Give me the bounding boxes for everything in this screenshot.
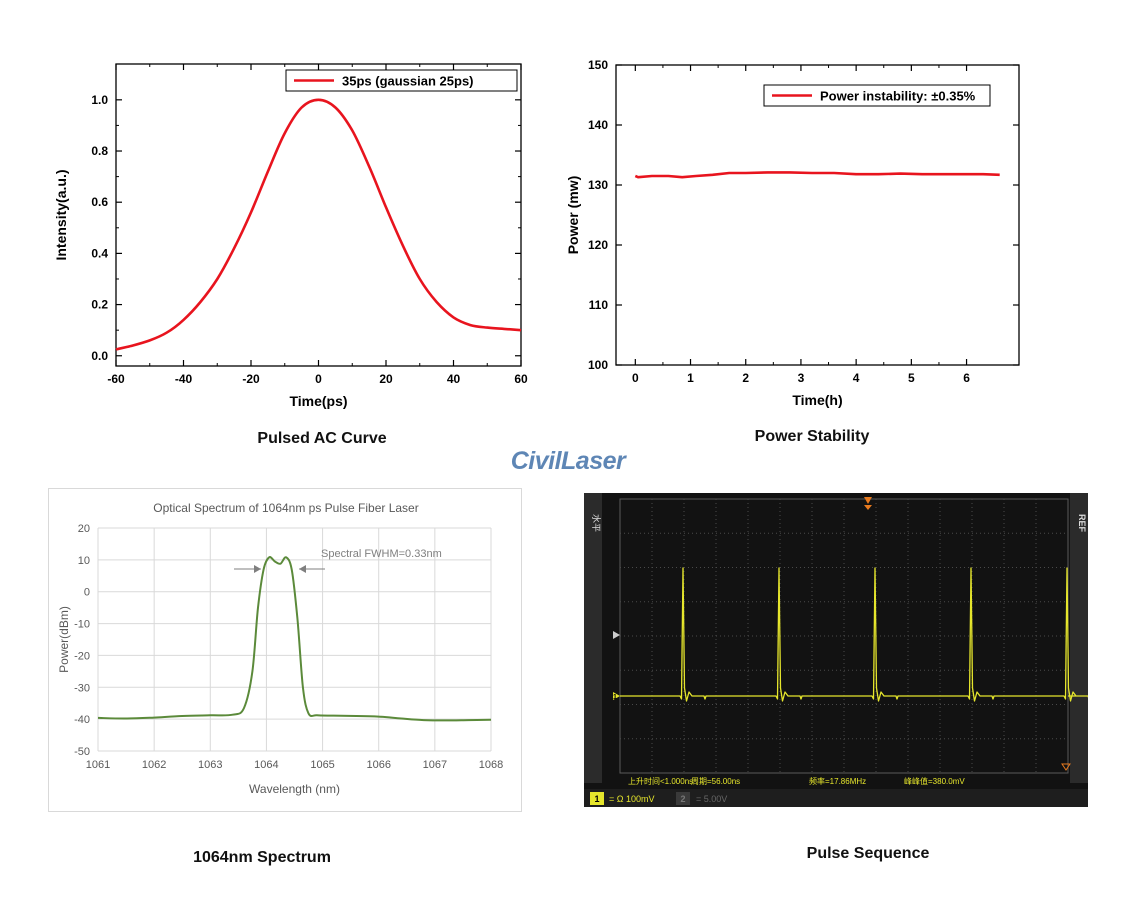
x-tick-label: 1067 — [423, 759, 447, 771]
caption-power: Power Stability — [754, 428, 870, 445]
measurement-readout: 周期=56.00ns — [691, 777, 740, 786]
x-tick-label: 20 — [379, 372, 393, 386]
ch2-badge — [676, 792, 690, 805]
spectrum-chart: Optical Spectrum of 1064nm ps Pulse Fibe… — [48, 488, 522, 812]
y-tick-label: 0 — [84, 587, 90, 599]
x-tick-label: -20 — [242, 372, 260, 386]
y-tick-label: 20 — [78, 523, 90, 535]
y-tick-label: -30 — [74, 682, 90, 694]
ch1-setting: = Ω 100mV — [609, 794, 655, 804]
x-axis-label: Wavelength (nm) — [249, 782, 340, 796]
x-tick-label: 5 — [908, 371, 915, 385]
x-tick-label: 1063 — [198, 759, 222, 771]
x-tick-label: 4 — [853, 371, 860, 385]
y-tick-label: 150 — [588, 58, 608, 72]
power-chart: 0 1 2 3 4 5 6 100 110 120 130 140 150 Time(h) Power (m… — [568, 58, 1020, 408]
y-axis-label: Intensity(a.u.) — [53, 169, 69, 260]
caption-ac: Pulsed AC Curve — [257, 430, 387, 447]
y-tick-label: -50 — [74, 746, 90, 758]
y-axis-label: Power(dBm) — [57, 606, 71, 673]
ch1-badge — [590, 792, 604, 805]
chart-area — [48, 488, 522, 812]
left-side-tab — [584, 493, 602, 783]
bottom-right-marker — [1061, 763, 1071, 771]
x-tick-label: 1065 — [310, 759, 334, 771]
ch2-setting: = 5.00V — [696, 794, 727, 804]
ch1-ground-marker-label: 1 — [613, 694, 617, 701]
x-tick-label: 60 — [514, 372, 528, 386]
x-tick-label: -40 — [175, 372, 193, 386]
right-side-tab — [1070, 493, 1088, 783]
measurement-readout: 峰峰值=380.0mV — [904, 776, 965, 786]
y-tick-label: 0.2 — [91, 298, 108, 312]
x-tick-label: 1066 — [366, 759, 390, 771]
trigger-level-marker — [613, 631, 620, 639]
x-axis-label: Time(h) — [792, 392, 842, 408]
trigger-position-marker — [864, 497, 872, 504]
y-tick-label: -40 — [74, 714, 90, 726]
legend-box — [285, 69, 518, 92]
y-tick-label: -10 — [74, 619, 90, 631]
measurement-readout: 频率=17.86MHz — [809, 776, 866, 786]
y-tick-label: 100 — [588, 358, 608, 372]
y-tick-label: 130 — [588, 178, 608, 192]
x-tick-label: 1 — [687, 371, 694, 385]
status-bar — [584, 789, 1088, 807]
y-tick-label: 120 — [588, 238, 608, 252]
x-tick-label: 0 — [315, 372, 322, 386]
y-tick-label: 10 — [78, 555, 90, 567]
x-tick-label: 2 — [742, 371, 749, 385]
x-tick-label: 40 — [447, 372, 461, 386]
civillaser-logo: CivilLaser — [510, 447, 626, 475]
x-tick-label: 1064 — [254, 759, 278, 771]
y-tick-label: 140 — [588, 118, 608, 132]
x-tick-label: 1068 — [479, 759, 503, 771]
right-arrow-head — [299, 565, 306, 573]
left-arrow-head — [254, 565, 261, 573]
x-tick-label: 3 — [798, 371, 805, 385]
series-line — [115, 98, 522, 351]
spectrum-line — [97, 556, 492, 722]
y-tick-label: 0.0 — [91, 349, 108, 363]
x-tick-label: 1062 — [142, 759, 166, 771]
x-axis-label: Time(ps) — [289, 393, 347, 409]
plot-frame — [615, 64, 1020, 366]
x-tick-label: -60 — [107, 372, 125, 386]
caption-spectrum: 1064nm Spectrum — [193, 849, 331, 866]
x-tick-label: 1061 — [86, 759, 110, 771]
ch2-badge-label: 2 — [680, 794, 685, 804]
ac-chart: -60 -40 -20 0 20 40 60 0.0 0.2 0.4 0.6 0.8 1.0 Time(p… — [53, 63, 528, 409]
series-line — [634, 171, 1000, 179]
chart-title: Optical Spectrum of 1064nm ps Pulse Fibe… — [153, 501, 418, 515]
caption-pulse: Pulse Sequence — [806, 845, 930, 862]
fwhm-annotation: Spectral FWHM=0.33nm — [321, 548, 442, 560]
scope-background — [584, 493, 1088, 807]
ch1-ground-marker — [613, 692, 620, 700]
trigger-position-marker-lower — [864, 505, 872, 510]
y-tick-label: 0.6 — [91, 195, 108, 209]
x-tick-label: 0 — [632, 371, 639, 385]
legend-label: Power instability: ±0.35% — [820, 89, 976, 104]
y-tick-label: -20 — [74, 650, 90, 662]
left-tab-text: 水平 — [591, 514, 602, 532]
legend-label: 35ps (gaussian 25ps) — [342, 74, 474, 89]
y-axis-label: Power (mw) — [568, 176, 581, 255]
y-tick-label: 110 — [589, 298, 609, 312]
ch1-badge-label: 1 — [594, 794, 599, 804]
right-tab-text: REF — [1077, 514, 1087, 533]
ch1-trace — [620, 567, 1088, 702]
y-tick-label: 0.4 — [91, 246, 108, 260]
y-tick-label: 0.8 — [91, 144, 108, 158]
legend-box — [763, 84, 991, 107]
measurement-readout: 上升时间<1.000ns — [628, 776, 693, 786]
y-tick-label: 1.0 — [91, 93, 108, 107]
x-tick-label: 6 — [963, 371, 970, 385]
